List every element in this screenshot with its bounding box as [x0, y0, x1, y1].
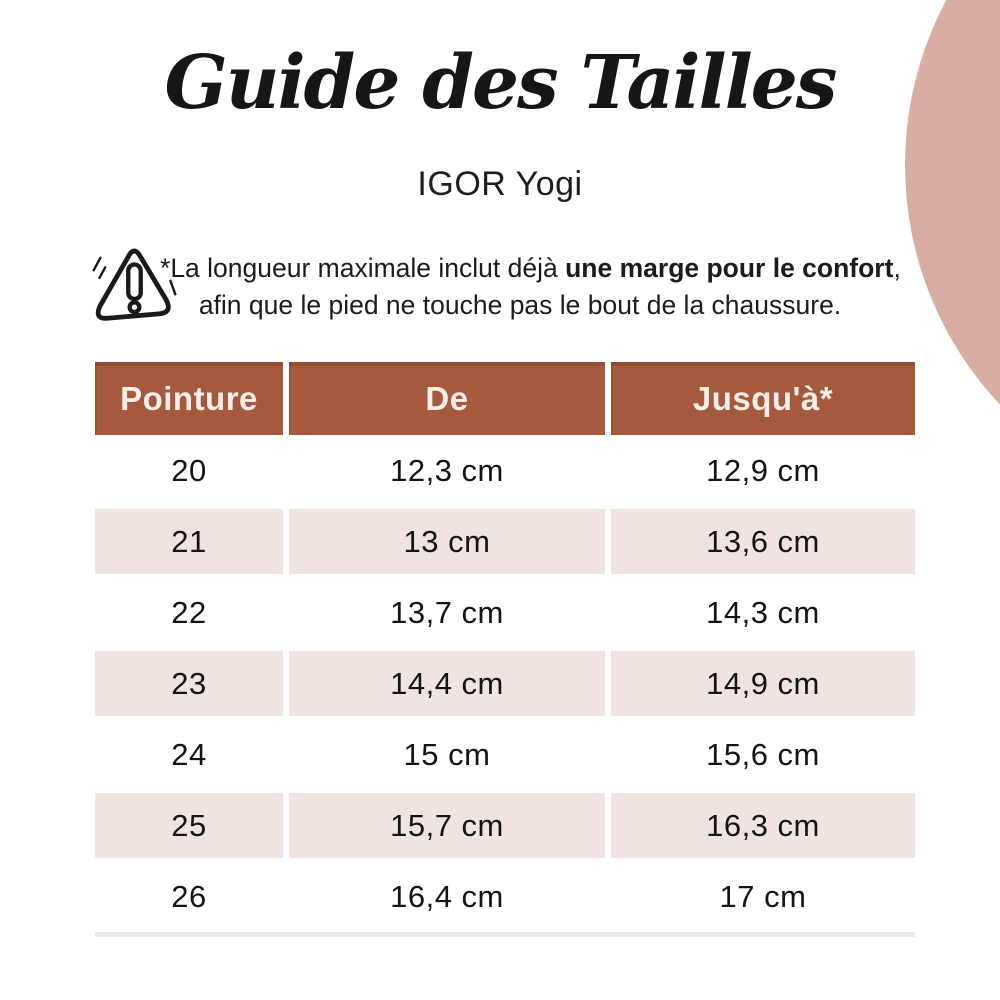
- cell-pointure: 22: [171, 594, 207, 630]
- notice-line-1-suffix: ,: [893, 253, 901, 283]
- table-row: 23 14,4 cm 14,9 cm: [95, 648, 915, 719]
- cell-pointure: 25: [95, 790, 283, 861]
- column-header-de: De: [289, 362, 605, 435]
- table-row: 24 15 cm 15,6 cm: [95, 719, 915, 790]
- cell-jusqua: 13,6 cm: [611, 506, 915, 577]
- cell-jusqua: 14,9 cm: [611, 648, 915, 719]
- cell-jusqua: 12,9 cm: [706, 452, 820, 488]
- page-title: Guide des Tailles: [164, 40, 838, 126]
- cell-de: 13 cm: [289, 506, 605, 577]
- warning-triangle-icon: [92, 248, 177, 321]
- table-row: 22 13,7 cm 14,3 cm: [95, 577, 915, 648]
- cell-de: 13,7 cm: [390, 594, 504, 630]
- cell-jusqua: 17 cm: [719, 878, 807, 914]
- table-row: 26 16,4 cm 17 cm: [95, 861, 915, 932]
- notice-line-1-bold: une marge pour le confort: [565, 253, 894, 283]
- cell-pointure: 24: [171, 736, 207, 772]
- notice-line-1-prefix: *La longueur maximale inclut déjà: [160, 253, 566, 283]
- cell-de: 16,4 cm: [390, 878, 504, 914]
- notice-line-1: *La longueur maximale inclut déjà une ma…: [160, 250, 901, 287]
- size-table: Pointure De Jusqu'à* 20 12,3 cm 12,9 cm …: [95, 362, 915, 937]
- column-header-jusqua: Jusqu'à*: [611, 362, 915, 435]
- cell-pointure: 20: [171, 452, 207, 488]
- column-header-pointure: Pointure: [95, 362, 283, 435]
- product-subtitle: IGOR Yogi: [417, 165, 583, 203]
- cell-de: 15,7 cm: [289, 790, 605, 861]
- cell-de: 14,4 cm: [289, 648, 605, 719]
- notice-line-2: afin que le pied ne touche pas le bout d…: [198, 290, 842, 320]
- comfort-margin-notice: *La longueur maximale inclut déjà une ma…: [160, 250, 901, 324]
- table-row: 20 12,3 cm 12,9 cm: [95, 435, 915, 506]
- next-row-sliver: [95, 932, 915, 937]
- cell-de: 15 cm: [403, 736, 491, 772]
- cell-pointure: 23: [95, 648, 283, 719]
- cell-jusqua: 14,3 cm: [706, 594, 820, 630]
- cell-jusqua: 16,3 cm: [611, 790, 915, 861]
- cell-jusqua: 15,6 cm: [706, 736, 820, 772]
- table-body: 20 12,3 cm 12,9 cm 21 13 cm 13,6 cm 22 1…: [95, 435, 915, 932]
- table-header-row: Pointure De Jusqu'à*: [95, 362, 915, 435]
- cell-pointure: 21: [95, 506, 283, 577]
- cell-de: 12,3 cm: [390, 452, 504, 488]
- table-row: 21 13 cm 13,6 cm: [95, 506, 915, 577]
- cell-pointure: 26: [171, 878, 207, 914]
- table-row: 25 15,7 cm 16,3 cm: [95, 790, 915, 861]
